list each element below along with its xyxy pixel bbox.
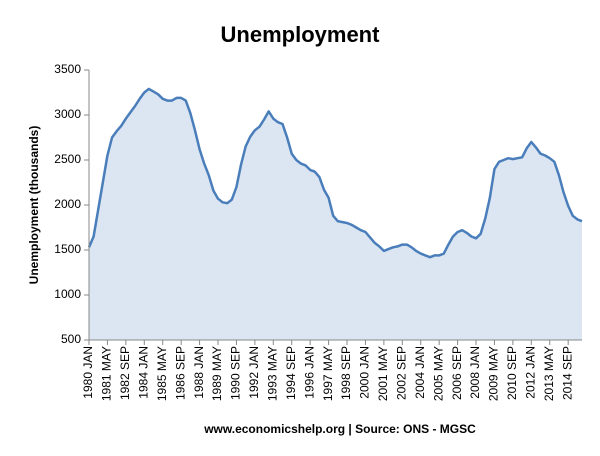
- x-tick-label: 2001 MAY: [376, 346, 390, 401]
- source-note: www.economicshelp.org | Source: ONS - MG…: [203, 422, 476, 436]
- x-tick-label: 1997 MAY: [321, 346, 335, 401]
- x-tick-label: 1980 JAN: [81, 346, 95, 399]
- y-tick-label: 500: [61, 332, 81, 346]
- y-tick-label: 3500: [54, 62, 81, 76]
- x-tick-label: 1990 SEP: [229, 346, 243, 400]
- x-tick-label: 1986 SEP: [173, 346, 187, 400]
- x-tick-label: 2013 MAY: [542, 346, 556, 401]
- x-tick-label: 2014 SEP: [560, 346, 574, 400]
- x-tick-label: 1998 SEP: [339, 346, 353, 400]
- x-tick-label: 1981 MAY: [100, 346, 114, 401]
- x-tick-label: 2002 SEP: [394, 346, 408, 400]
- x-tick-label: 1982 SEP: [118, 346, 132, 400]
- x-tick-label: 1996 JAN: [302, 346, 316, 399]
- x-tick-label: 2004 JAN: [413, 346, 427, 399]
- y-tick-label: 2000: [54, 197, 81, 211]
- x-tick-label: 2012 JAN: [523, 346, 537, 399]
- y-tick-label: 1000: [54, 287, 81, 301]
- x-tick-label: 1985 MAY: [155, 346, 169, 401]
- y-tick-label: 3000: [54, 107, 81, 121]
- x-tick-label: 2010 SEP: [505, 346, 519, 400]
- x-tick-label: 2006 SEP: [450, 346, 464, 400]
- y-tick-label: 1500: [54, 242, 81, 256]
- x-tick-label: 2008 JAN: [468, 346, 482, 399]
- x-tick-label: 1992 JAN: [247, 346, 261, 399]
- x-tick-label: 2005 MAY: [431, 346, 445, 401]
- y-axis-label: Unemployment (thousands): [27, 126, 41, 285]
- area-fill: [89, 88, 582, 341]
- y-tick-label: 2500: [54, 152, 81, 166]
- x-tick-label: 1988 JAN: [192, 346, 206, 399]
- x-tick-label: 2000 JAN: [358, 346, 372, 399]
- x-tick-label: 1984 JAN: [136, 346, 150, 399]
- x-tick-label: 1994 SEP: [284, 346, 298, 400]
- x-tick-label: 1993 MAY: [265, 346, 279, 401]
- x-tick-label: 2009 MAY: [487, 346, 501, 401]
- x-tick-label: 1989 MAY: [210, 346, 224, 401]
- line: [87, 87, 583, 259]
- chart-title: Unemployment: [221, 22, 381, 47]
